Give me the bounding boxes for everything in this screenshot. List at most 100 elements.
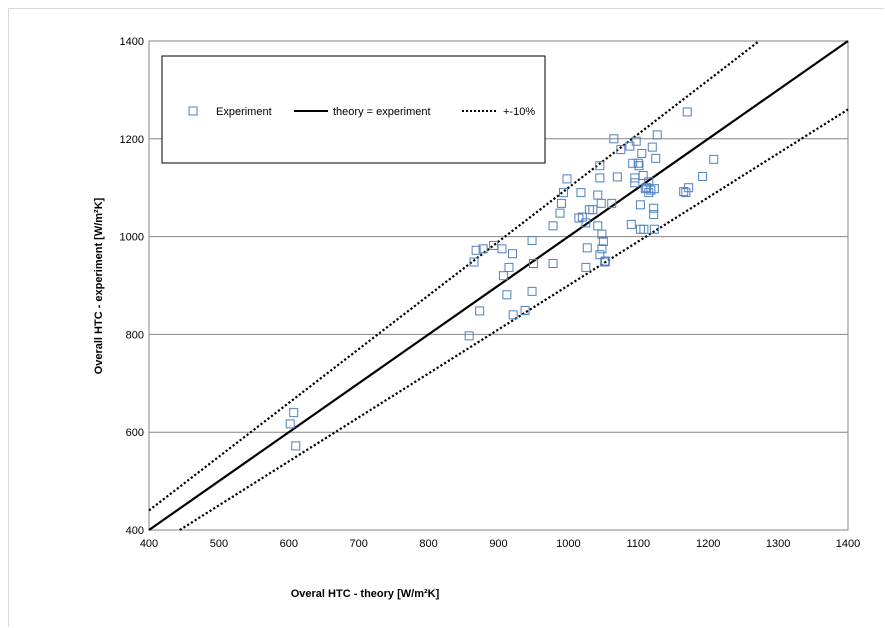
data-point: [548, 258, 558, 268]
data-point: [562, 174, 572, 184]
y-tick-label: 600: [126, 427, 144, 439]
data-point: [469, 257, 479, 267]
data-point: [582, 243, 592, 253]
data-point: [528, 258, 538, 268]
data-point: [638, 170, 648, 180]
data-point: [649, 224, 659, 234]
tolerance-line: [179, 108, 849, 531]
data-point: [597, 229, 607, 239]
legend-marker-experiment-icon: [188, 106, 198, 116]
data-point: [651, 153, 661, 163]
x-tick-label: 400: [140, 538, 158, 550]
data-point: [289, 408, 299, 418]
data-point: [637, 148, 647, 158]
y-tick-label: 1200: [120, 134, 144, 146]
chart-frame: [8, 8, 884, 627]
data-point: [475, 306, 485, 316]
data-point: [527, 286, 537, 296]
data-point: [616, 145, 626, 155]
data-point: [556, 198, 566, 208]
x-tick-label: 1400: [836, 538, 860, 550]
data-point: [630, 173, 640, 183]
x-axis-label: Overal HTC - theory [W/m²K]: [291, 588, 440, 600]
legend-label-experiment: Experiment: [216, 106, 272, 118]
data-point: [639, 224, 649, 234]
data-point: [593, 221, 603, 231]
y-tick-labels: 400 600 800 1000 1200 1400: [120, 36, 144, 537]
data-point: [574, 213, 584, 223]
x-tick-label: 500: [210, 538, 228, 550]
data-point: [498, 271, 508, 281]
x-tick-label: 700: [350, 538, 368, 550]
data-point: [635, 224, 645, 234]
data-point: [612, 172, 622, 182]
y-tick-label: 400: [126, 525, 144, 537]
data-point: [595, 161, 605, 171]
data-point: [652, 130, 662, 140]
data-point: [698, 171, 708, 181]
data-point: [471, 245, 481, 255]
legend: Experiment theory = experiment +-10%: [161, 55, 546, 164]
data-point: [593, 190, 603, 200]
data-point: [709, 154, 719, 164]
data-point: [634, 161, 644, 171]
data-point: [682, 107, 692, 117]
x-tick-label: 800: [419, 538, 437, 550]
data-point: [577, 212, 587, 222]
data-point: [597, 244, 607, 254]
x-tick-label: 600: [280, 538, 298, 550]
x-tick-label: 1300: [766, 538, 790, 550]
x-tick-label: 1200: [696, 538, 720, 550]
y-tick-label: 800: [126, 329, 144, 341]
data-point: [607, 198, 617, 208]
x-tick-label: 900: [489, 538, 507, 550]
data-point: [489, 240, 499, 250]
data-point: [646, 185, 656, 195]
legend-label-tolerance: +-10%: [503, 106, 535, 118]
data-point: [600, 256, 610, 266]
data-point: [625, 141, 635, 151]
data-point: [595, 250, 605, 260]
legend-label-theory: theory = experiment: [333, 106, 431, 118]
data-point: [631, 136, 641, 146]
data-point: [584, 205, 594, 215]
data-point: [626, 219, 636, 229]
data-point: [497, 244, 507, 254]
data-point: [609, 134, 619, 144]
data-point: [285, 419, 295, 429]
data-point: [628, 158, 638, 168]
data-point: [581, 262, 591, 272]
data-point: [520, 305, 530, 315]
data-point: [681, 188, 691, 198]
data-point: [647, 142, 657, 152]
data-point: [548, 221, 558, 231]
x-tick-label: 1100: [626, 538, 650, 550]
identity-line: [148, 40, 849, 531]
data-point: [581, 218, 591, 228]
data-point: [504, 262, 514, 272]
data-point: [588, 205, 598, 215]
data-point: [595, 173, 605, 183]
data-point: [555, 208, 565, 218]
legend-box: [161, 55, 546, 164]
data-point: [464, 331, 474, 341]
data-point: [527, 236, 537, 246]
y-tick-label: 1400: [120, 36, 144, 48]
data-point: [598, 236, 608, 246]
tolerance-line: [148, 40, 760, 512]
data-point: [502, 290, 512, 300]
data-point: [649, 210, 659, 220]
data-point: [291, 441, 301, 451]
reference-lines: [148, 40, 849, 531]
data-point: [576, 188, 586, 198]
data-point: [600, 257, 610, 267]
y-tick-label: 1000: [120, 232, 144, 244]
data-point: [507, 249, 517, 259]
x-tick-label: 1000: [556, 538, 580, 550]
plot-area-border: [148, 40, 849, 531]
data-point: [559, 188, 569, 198]
data-point: [635, 200, 645, 210]
data-point: [478, 244, 488, 254]
data-point: [649, 184, 659, 194]
